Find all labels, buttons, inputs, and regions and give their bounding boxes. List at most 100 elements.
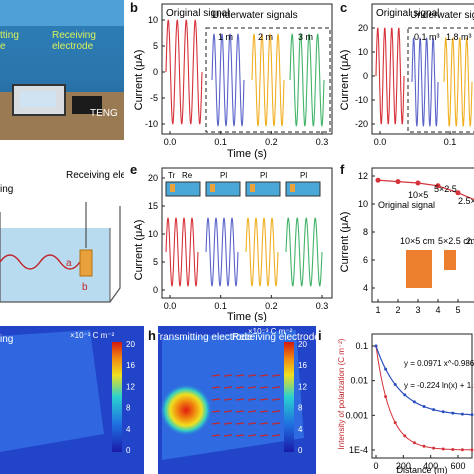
- h-arrow-30: [211, 434, 221, 437]
- h-arrow-34: [259, 434, 269, 437]
- chart-e-ytick-1: 15: [148, 201, 158, 211]
- h-arrow-13: [223, 398, 233, 401]
- h-arrow-27: [247, 422, 257, 425]
- panel-f: f Current (μA) 1210864123456 Original si…: [338, 162, 474, 322]
- e-tank-electrode-0: [170, 184, 175, 192]
- chart-f-ytick-0: 12: [358, 171, 368, 181]
- h-arrow-21: [247, 410, 257, 413]
- chart-b-ytick-0: 10: [148, 15, 158, 25]
- chart-i-fit-blue: [375, 345, 473, 416]
- chart-b-wave-2m: [251, 33, 285, 127]
- panel-i: i Intensity of polarization (C m⁻²) 0.1 0…: [318, 326, 474, 474]
- h-arrow-3: [247, 374, 257, 377]
- h-arrow-25: [223, 422, 233, 425]
- chart-b-xtick-1: 0.1: [214, 137, 227, 147]
- h-arrow-33: [247, 434, 257, 437]
- h-scale-3: 8: [298, 404, 303, 413]
- chart-e-wave-4: [285, 217, 323, 287]
- chart-e-ytick-4: 0: [153, 285, 158, 295]
- chart-e-frame: [161, 167, 333, 299]
- chart-e-ytick-2: 10: [148, 229, 158, 239]
- chart-f-ytick-1: 10: [358, 199, 368, 209]
- experiment-photo: tting e Receiving electrode TENG: [0, 0, 124, 140]
- g-scale-4: 4: [126, 425, 131, 434]
- h-arrow-5: [271, 374, 281, 377]
- chart-c: Current (μA) 20 10 0 -10 -20 0.0 0.1 Original …: [339, 3, 474, 147]
- panel-label-f: f: [340, 162, 345, 177]
- e-tank-label-3: Pl: [260, 171, 267, 180]
- chart-f-point-3: [435, 183, 441, 189]
- chart-c-underwater-label: Underwater signals: [410, 10, 474, 21]
- h-arrow-7: [223, 386, 233, 389]
- h-arrow-35: [271, 434, 281, 437]
- h-arrow-10: [259, 386, 269, 389]
- chart-f-ytick-4: 4: [363, 283, 368, 293]
- photo-label-teng: TENG: [90, 108, 118, 119]
- h-arrow-19: [223, 410, 233, 413]
- e-tank-label-0: Tr: [168, 171, 176, 180]
- receiving-electrode: [79, 249, 93, 277]
- chart-f-point-1: [395, 179, 401, 185]
- schematic-d: ing Receiving electrode a b: [0, 170, 124, 303]
- panel-e: e Current (μA) 20 15 10 5 0 0.0 0.1 0.2 0.3 Time…: [126, 162, 336, 322]
- map-g: ing ×10⁻³ C m⁻² 20 16 12 8 4 0: [0, 326, 144, 474]
- chart-b-underwater-box: [205, 27, 331, 133]
- chart-i-xtick-0: 0: [373, 461, 378, 471]
- h-arrow-18: [211, 410, 221, 413]
- h-arrow-0: [211, 374, 221, 377]
- chart-c-wave-1.8: [443, 37, 473, 127]
- panel-label-b: b: [130, 0, 138, 15]
- chart-i-ytick-1: 0.01: [350, 376, 368, 386]
- chart-i-xtick-2: 400: [423, 461, 438, 471]
- chart-f-series-line: [377, 179, 474, 201]
- tank-water: [0, 228, 110, 302]
- chart-b-ytick-4: -10: [145, 119, 158, 129]
- chart-f-xtick-4: 5: [455, 305, 460, 315]
- g-unit: ×10⁻³ C m⁻²: [70, 331, 115, 340]
- chart-b-dist-3: 3 m: [298, 32, 313, 42]
- chart-c-vol-2: 1.8 m³: [446, 32, 472, 42]
- h-arrow-11: [271, 386, 281, 389]
- chart-i-ytick-3: 1E-4: [349, 445, 368, 455]
- chart-f-size-3: 2.5: [466, 236, 474, 246]
- chart-c-ylabel: Current (μA): [339, 50, 351, 111]
- e-tank-electrode-2: [250, 184, 255, 192]
- h-arrow-29: [271, 422, 281, 425]
- h-scale-1: 16: [298, 361, 307, 370]
- h-arrow-20: [235, 410, 245, 413]
- chart-f-xtick-0: 1: [375, 305, 380, 315]
- chart-e-xtick-0: 0.0: [164, 301, 177, 311]
- electrode-size-2: [444, 250, 456, 270]
- chart-f: Current (μA) 1210864123456 Original sign…: [339, 167, 474, 315]
- chart-c-xtick-1: 0.1: [444, 137, 457, 147]
- photo-label-transmitting: tting e: [0, 30, 19, 52]
- chart-c-wave-0.1: [411, 37, 439, 127]
- chart-f-point-0: [375, 177, 381, 183]
- chart-b-xtick-3: 0.3: [316, 137, 329, 147]
- photo-label-receiving: Receiving electrode: [52, 30, 96, 52]
- chart-c-underwater-box: [407, 27, 474, 133]
- h-arrow-15: [247, 398, 257, 401]
- chart-f-xtick-3: 4: [435, 305, 440, 315]
- chart-i-frame: [371, 333, 473, 459]
- chart-e-xtick-3: 0.3: [316, 301, 329, 311]
- chart-i-eq2: y = -0.224 ln(x) + 1.5: [404, 381, 474, 390]
- chart-c-original-label: Original signal: [376, 8, 439, 19]
- chart-b-frame: [161, 3, 333, 135]
- chart-c-frame: [371, 3, 474, 135]
- chart-f-xtick-1: 2: [395, 305, 400, 315]
- chart-f-original: Original signal: [378, 200, 435, 210]
- chart-f-point-4: [455, 190, 461, 196]
- h-arrow-26: [235, 422, 245, 425]
- chart-i-xtick-1: 200: [396, 461, 411, 471]
- chart-c-wave-original: [375, 27, 405, 125]
- chart-i-fit-red: [375, 345, 473, 451]
- chart-b-wave-1m: [211, 33, 245, 127]
- h-arrow-23: [271, 410, 281, 413]
- chart-f-size-2: 5×2.5 cm: [438, 236, 474, 246]
- chart-b-xtick-2: 0.2: [265, 137, 278, 147]
- h-arrow-14: [235, 398, 245, 401]
- chart-i: Intensity of polarization (C m⁻²) 0.1 0.0…: [337, 333, 474, 474]
- e-tank-label-1: Re: [182, 171, 193, 180]
- chart-b-xlabel: Time (s): [227, 148, 267, 160]
